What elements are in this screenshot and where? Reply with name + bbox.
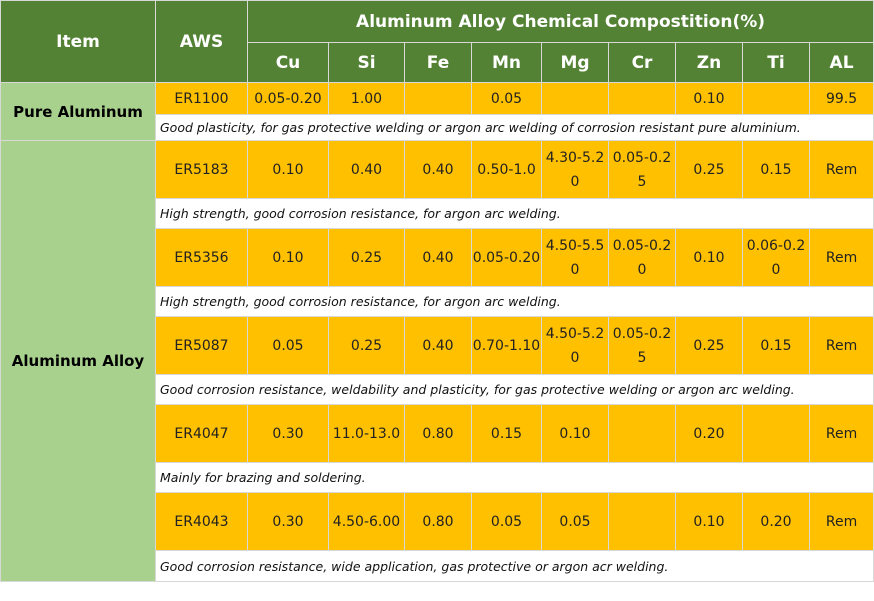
value-cell <box>742 82 810 115</box>
value-cell: Rem <box>808 316 874 375</box>
value-cell: 0.40 <box>404 140 472 199</box>
value-cell: 0.10 <box>247 140 329 199</box>
aws-code: ER4043 <box>155 492 248 551</box>
value-cell: 0.25 <box>328 316 405 375</box>
value-cell: 0.10 <box>541 404 609 463</box>
table-row: ER5087 0.05 0.25 0.40 0.70-1.10 4.50-5.2… <box>1 316 874 375</box>
value-cell: 0.05 <box>247 316 329 375</box>
header-element: Ti <box>742 42 810 83</box>
value-cell: 0.15 <box>742 140 810 199</box>
row-note: Mainly for brazing and soldering. <box>154 462 874 493</box>
row-note: High strength, good corrosion resistance… <box>154 286 874 317</box>
header-element: Zn <box>675 42 743 83</box>
value-cell: 0.10 <box>675 82 743 115</box>
value-cell: 0.05-0.25 <box>608 316 676 375</box>
value-cell: 4.50-6.00 <box>328 492 405 551</box>
value-cell: 0.05 <box>471 82 542 115</box>
value-cell: 11.0-13.0 <box>328 404 405 463</box>
header-element: Cr <box>608 42 676 83</box>
value-cell: 0.40 <box>328 140 405 199</box>
value-cell: 0.05-0.20 <box>247 82 329 115</box>
category-aluminum-alloy: Aluminum Alloy <box>0 140 156 582</box>
value-cell: Rem <box>808 492 874 551</box>
value-cell: 4.30-5.20 <box>541 140 609 199</box>
value-cell: 0.20 <box>675 404 743 463</box>
table-row: ER5356 0.10 0.25 0.40 0.05-0.20 4.50-5.5… <box>1 228 874 287</box>
row-note: Good corrosion resistance, wide applicat… <box>154 550 874 582</box>
header-element: AL <box>808 42 874 83</box>
header-element: Mn <box>471 42 542 83</box>
aws-code: ER4047 <box>155 404 248 463</box>
value-cell: 0.25 <box>675 316 743 375</box>
row-note: High strength, good corrosion resistance… <box>154 198 874 229</box>
value-cell: 0.15 <box>471 404 542 463</box>
value-cell: 0.80 <box>404 404 472 463</box>
header-composition-group: Aluminum Alloy Chemical Compostition(%) <box>246 0 874 43</box>
value-cell: 1.00 <box>328 82 405 115</box>
header-element: Si <box>328 42 405 83</box>
value-cell: 0.05-0.25 <box>608 140 676 199</box>
value-cell: 0.70-1.10 <box>471 316 542 375</box>
aws-code: ER5087 <box>155 316 248 375</box>
aws-code: ER1100 <box>155 82 248 115</box>
value-cell: 0.05 <box>471 492 542 551</box>
row-note: Good corrosion resistance, weldability a… <box>154 374 874 405</box>
value-cell <box>608 404 676 463</box>
value-cell <box>608 82 676 115</box>
value-cell: 0.06-0.20 <box>742 228 810 287</box>
value-cell: 0.40 <box>404 316 472 375</box>
value-cell: 4.50-5.50 <box>541 228 609 287</box>
alloy-composition-table: Item AWS Aluminum Alloy Chemical Compost… <box>0 0 874 582</box>
value-cell: 0.50-1.0 <box>471 140 542 199</box>
value-cell: 0.25 <box>328 228 405 287</box>
value-cell <box>608 492 676 551</box>
aws-code: ER5183 <box>155 140 248 199</box>
value-cell: 0.25 <box>675 140 743 199</box>
header-element: Cu <box>247 42 329 83</box>
value-cell: 0.15 <box>742 316 810 375</box>
header-aws: AWS <box>155 0 248 83</box>
table-row: ER4043 0.30 4.50-6.00 0.80 0.05 0.05 0.1… <box>1 492 874 551</box>
value-cell: 0.10 <box>675 228 743 287</box>
aws-code: ER5356 <box>155 228 248 287</box>
value-cell: 0.40 <box>404 228 472 287</box>
value-cell: 0.05-0.20 <box>608 228 676 287</box>
table-row: Pure Aluminum ER1100 0.05-0.20 1.00 0.05… <box>0 82 874 141</box>
value-cell: 0.05-0.20 <box>471 228 542 287</box>
value-cell: 0.20 <box>742 492 810 551</box>
value-cell: 0.10 <box>675 492 743 551</box>
value-cell: 0.30 <box>247 404 329 463</box>
value-cell: 0.80 <box>404 492 472 551</box>
value-cell: 0.05 <box>541 492 609 551</box>
value-cell <box>742 404 810 463</box>
value-cell <box>404 82 472 115</box>
value-cell: Rem <box>808 228 874 287</box>
table-row: Aluminum Alloy ER5183 0.10 0.40 0.40 0.5… <box>0 140 874 582</box>
row-note: Good plasticity, for gas protective weld… <box>154 114 874 141</box>
header-element: Fe <box>404 42 472 83</box>
header-item: Item <box>0 0 156 83</box>
value-cell: 0.10 <box>247 228 329 287</box>
table-row: ER4047 0.30 11.0-13.0 0.80 0.15 0.10 0.2… <box>1 404 874 463</box>
value-cell: Rem <box>808 404 874 463</box>
value-cell <box>541 82 609 115</box>
category-pure-aluminum: Pure Aluminum <box>0 82 156 141</box>
header-element: Mg <box>541 42 609 83</box>
value-cell: 0.30 <box>247 492 329 551</box>
value-cell: 99.5 <box>808 82 874 115</box>
value-cell: 4.50-5.20 <box>541 316 609 375</box>
value-cell: Rem <box>808 140 874 199</box>
